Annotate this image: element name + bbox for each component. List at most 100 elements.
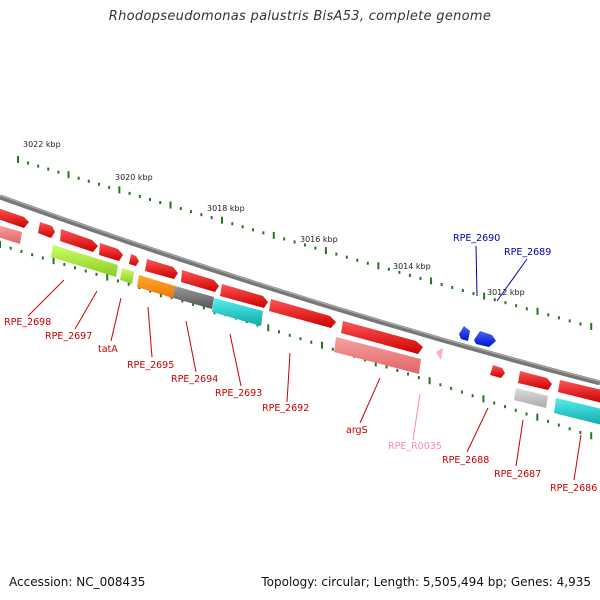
page-title: Rhodopseudomonas palustris BisA53, compl…	[108, 9, 492, 24]
scale-tick	[74, 266, 77, 270]
scale-tick	[37, 164, 40, 168]
gene-label[interactable]: RPE_2689	[504, 247, 551, 258]
scale-tick	[450, 386, 453, 390]
rna-gene-arrow[interactable]	[436, 348, 443, 360]
cog-bar	[514, 388, 548, 408]
scale-tick	[41, 256, 44, 260]
scale-tick	[67, 171, 70, 179]
scale-tick	[514, 408, 517, 412]
gene-arrow[interactable]	[558, 380, 600, 403]
scale-tick	[278, 330, 281, 334]
gene-label[interactable]: RPE_2686	[550, 483, 597, 494]
scale-tick	[47, 167, 50, 171]
scale-tick	[116, 279, 119, 283]
scale-tick	[428, 377, 431, 385]
cog-bar	[0, 225, 22, 244]
scale-tick	[557, 423, 560, 427]
scale-tick	[547, 419, 550, 423]
gene-arrow[interactable]	[341, 321, 423, 354]
scale-tick	[20, 249, 23, 253]
scale-tick	[483, 292, 486, 300]
gene-label[interactable]: RPE_R0035	[388, 441, 442, 452]
cog-bar	[173, 286, 214, 309]
scale-tick	[200, 213, 203, 217]
cog-bar	[554, 398, 600, 425]
gene-arrow[interactable]	[181, 270, 219, 292]
scale-tick	[557, 316, 560, 320]
gene-label[interactable]: RPE_2695	[127, 360, 174, 371]
gene-arrow[interactable]	[0, 208, 29, 228]
scale-label-3020: 3020 kbp	[115, 173, 153, 182]
scale-tick	[87, 179, 90, 183]
scale-tick	[77, 176, 80, 180]
scale-tick	[460, 390, 463, 394]
scale-tick	[525, 307, 528, 311]
cog-track	[0, 225, 600, 425]
cog-bar	[51, 245, 118, 277]
cog-bar	[334, 337, 421, 374]
scale-tick	[97, 182, 100, 186]
scale-tick	[314, 246, 317, 250]
gene-label[interactable]: RPE_2688	[442, 455, 489, 466]
scale-tick	[472, 292, 475, 296]
gene-label[interactable]: RPE_2687	[494, 469, 541, 480]
gene-label[interactable]: RPE_2698	[4, 317, 51, 328]
scale-label-3022: 3022 kbp	[23, 140, 61, 149]
gene-arrow[interactable]	[99, 243, 123, 261]
gene-arrow[interactable]	[518, 371, 552, 390]
gene-label[interactable]: RPE_2694	[171, 374, 218, 385]
scale-tick	[419, 276, 422, 280]
scale-tick	[299, 337, 302, 341]
gene-label[interactable]: tatA	[98, 344, 118, 355]
gene-label[interactable]: RPE_2692	[262, 403, 309, 414]
scale-tick	[181, 299, 184, 303]
scale-tick	[9, 246, 12, 250]
gene-arrow[interactable]	[38, 222, 55, 238]
scale-tick	[335, 252, 338, 256]
scale-tick	[461, 289, 464, 293]
gene-label[interactable]: RPE_2690	[453, 233, 500, 244]
scale-tick	[149, 197, 152, 201]
scale-tick	[190, 210, 193, 214]
scale-tick	[407, 372, 410, 376]
gene-label[interactable]: RPE_2693	[215, 388, 262, 399]
gene-arrow[interactable]	[459, 326, 470, 341]
cog-bar	[212, 298, 263, 326]
scale-tick	[106, 273, 109, 281]
gene-label[interactable]: RPE_2697	[45, 331, 92, 342]
cog-bar	[120, 268, 134, 284]
scale-tick	[27, 161, 30, 165]
cog-bar	[137, 275, 175, 298]
gene-arrow[interactable]	[220, 284, 268, 308]
scale-tick	[321, 341, 324, 349]
scale-tick	[288, 333, 291, 337]
scale-label-3014: 3014 kbp	[393, 262, 431, 271]
scale-tick	[385, 365, 388, 369]
scale-tick	[471, 394, 474, 398]
scale-tick	[493, 401, 496, 405]
scale-tick	[31, 253, 34, 257]
gene-arrow[interactable]	[269, 299, 336, 328]
gene-arrow[interactable]	[145, 259, 178, 279]
scale-label-3016: 3016 kbp	[300, 235, 338, 244]
gene-arrow[interactable]	[129, 254, 139, 266]
gene-label[interactable]: argS	[346, 425, 368, 436]
scale-tick	[304, 243, 306, 247]
scale-tick	[220, 216, 223, 224]
scale-label-3012: 3012 kbp	[487, 288, 525, 297]
scale-tick	[252, 228, 255, 232]
gene-arrow[interactable]	[474, 331, 496, 347]
gene-arrow[interactable]	[60, 229, 98, 252]
scale-tick	[356, 258, 359, 262]
scale-tick	[170, 296, 173, 300]
scale-tick	[108, 185, 111, 189]
scale-tick	[515, 304, 518, 308]
scale-tick	[262, 231, 265, 235]
gene-arrow[interactable]	[490, 365, 505, 378]
scale-tick	[0, 241, 1, 248]
scale-tick	[579, 322, 582, 326]
scale-tick	[398, 270, 401, 274]
scale-tick	[430, 277, 433, 285]
scale-tick	[482, 395, 485, 403]
